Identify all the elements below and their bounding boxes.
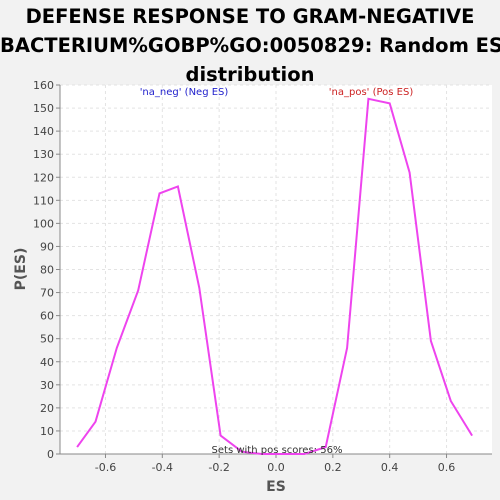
y-tick-label: 160 bbox=[33, 79, 54, 92]
y-tick-label: 90 bbox=[40, 240, 54, 253]
y-tick-label: 80 bbox=[40, 264, 54, 277]
es-series-line bbox=[76, 97, 473, 455]
x-tick-label: 0.6 bbox=[438, 461, 456, 474]
x-tick-label: 0.0 bbox=[267, 461, 285, 474]
chart-title-line-1: DEFENSE RESPONSE TO GRAM-NEGATIVE bbox=[25, 5, 475, 28]
y-tick-label: 50 bbox=[40, 333, 54, 346]
y-tick-label: 20 bbox=[40, 402, 54, 415]
y-tick-label: 130 bbox=[33, 148, 54, 161]
neg-es-label: 'na_neg' (Neg ES) bbox=[140, 87, 229, 98]
x-axis-ticks: -0.6 -0.4 -0.2 0.0 0.2 0.4 0.6 bbox=[95, 454, 456, 474]
y-tick-label: 70 bbox=[40, 287, 54, 300]
x-tick-label: -0.6 bbox=[95, 461, 116, 474]
x-tick-label: -0.4 bbox=[152, 461, 173, 474]
y-tick-label: 100 bbox=[33, 217, 54, 230]
y-tick-label: 110 bbox=[33, 194, 54, 207]
pos-scores-note: Sets with pos scores: 56% bbox=[212, 445, 343, 456]
y-tick-label: 150 bbox=[33, 102, 54, 115]
chart-title-line-2: BACTERIUM%GOBP%GO:0050829: Random ES bbox=[0, 34, 500, 57]
y-tick-label: 10 bbox=[40, 425, 54, 438]
y-tick-label: 60 bbox=[40, 310, 54, 323]
y-tick-label: 120 bbox=[33, 171, 54, 184]
y-axis-ticks: 0 10 20 30 40 50 60 70 80 90 100 110 120 130 140 150 160 bbox=[33, 79, 60, 461]
y-tick-label: 30 bbox=[40, 379, 54, 392]
x-axis-label: ES bbox=[266, 479, 286, 495]
chart-title: DEFENSE RESPONSE TO GRAM-NEGATIVE BACTER… bbox=[0, 2, 500, 89]
x-tick-label: 0.4 bbox=[381, 461, 399, 474]
pos-es-label: 'na_pos' (Pos ES) bbox=[329, 87, 414, 98]
chart-title-line-3: distribution bbox=[185, 63, 315, 86]
x-tick-label: 0.2 bbox=[324, 461, 342, 474]
grid-lines bbox=[60, 84, 492, 455]
y-tick-label: 0 bbox=[47, 448, 54, 461]
x-tick-label: -0.2 bbox=[208, 461, 229, 474]
y-tick-label: 140 bbox=[33, 125, 54, 138]
y-axis-label: P(ES) bbox=[13, 248, 29, 291]
y-tick-label: 40 bbox=[40, 356, 54, 369]
